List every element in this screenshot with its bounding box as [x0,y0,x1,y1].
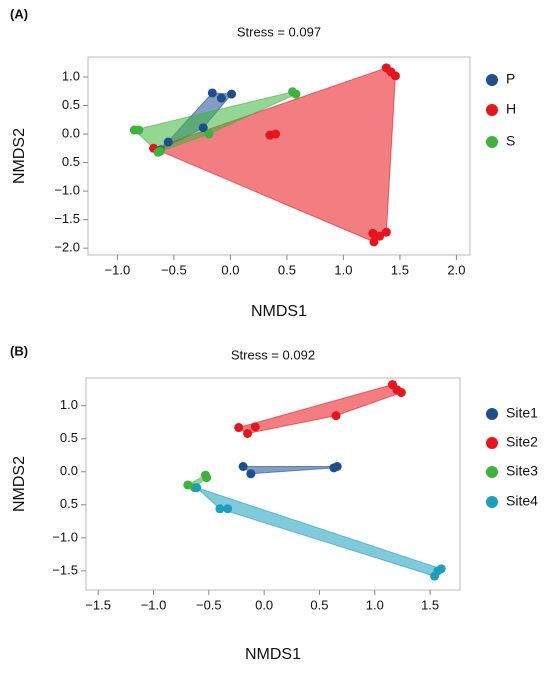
y-tick-label: 0.0 [60,463,78,478]
point [163,137,173,147]
legend-label: Site1 [506,405,538,421]
x-tick-label: 1.5 [391,262,409,277]
point [381,227,391,237]
y-axis-label: NMDS2 [11,128,28,184]
x-tick-label: 2.0 [447,262,465,277]
chart-title: Stress = 0.097 [237,24,321,39]
y-tick-label: 0.5 [60,496,78,511]
point [198,123,208,133]
point [390,71,400,81]
x-tick-label: 1.5 [421,597,439,612]
legend-label: H [506,101,516,117]
x-axis-label: NMDS1 [251,303,307,320]
point [202,473,212,483]
panel-label: (B) [10,343,28,358]
point [396,388,406,398]
point [192,483,202,493]
y-tick-label: 0.0 [62,125,80,140]
point [332,461,342,471]
chart-title: Stress = 0.092 [231,347,315,362]
y-tick-label: 1.0 [60,397,78,412]
y-tick-label: −1.0 [54,183,80,198]
x-tick-label: −1.0 [105,262,131,277]
x-tick-label: 0.0 [255,597,273,612]
point [369,237,379,247]
y-tick-label: −1.0 [52,529,78,544]
legend-swatch [486,104,498,116]
legend-label: S [506,133,515,149]
point [250,422,260,432]
point [238,461,248,471]
point [153,147,163,157]
y-tick-label: 0.5 [62,97,80,112]
legend-label: Site3 [506,463,538,479]
panel-label: (A) [10,6,28,21]
point [246,469,256,479]
plot-frame [85,377,461,591]
x-tick-label: −1.5 [85,597,111,612]
legend-swatch [486,408,498,420]
x-tick-label: 1.0 [366,597,384,612]
point [271,129,281,139]
x-tick-label: 0.0 [221,262,239,277]
point [433,566,443,576]
legend-label: Site2 [506,434,538,450]
hull [152,67,396,243]
legend-swatch [486,466,498,478]
y-axis-label: NMDS2 [11,456,28,512]
y-tick-label: 0.5 [60,430,78,445]
x-tick-label: −0.5 [161,262,187,277]
point [134,125,144,135]
point [215,504,225,514]
legend-swatch [486,496,498,508]
y-tick-label: −1.5 [54,211,80,226]
point [234,423,244,433]
y-tick-label: 0.5 [62,154,80,169]
plot-frame [87,56,471,256]
legend-label: Site4 [506,493,538,509]
x-tick-label: 1.0 [334,262,352,277]
x-tick-label: 0.5 [310,597,328,612]
point [216,93,226,103]
point [204,129,214,139]
legend-label: P [506,71,515,87]
hull [237,384,403,435]
point [375,231,385,241]
hull [241,465,338,475]
y-tick-label: −1.5 [52,562,78,577]
point [207,88,217,98]
point [331,411,341,421]
legend-swatch [486,136,498,148]
point [291,89,301,99]
point [243,428,253,438]
y-tick-label: −2.0 [54,240,80,255]
hull [196,487,443,577]
point [227,89,237,99]
y-tick-label: 1.0 [62,68,80,83]
x-axis-label: NMDS1 [245,646,301,663]
point [223,504,233,514]
x-tick-label: −1.0 [141,597,167,612]
legend-swatch [486,437,498,449]
x-tick-label: −0.5 [196,597,222,612]
point [368,228,378,238]
x-tick-label: 0.5 [278,262,296,277]
legend-swatch [486,74,498,86]
